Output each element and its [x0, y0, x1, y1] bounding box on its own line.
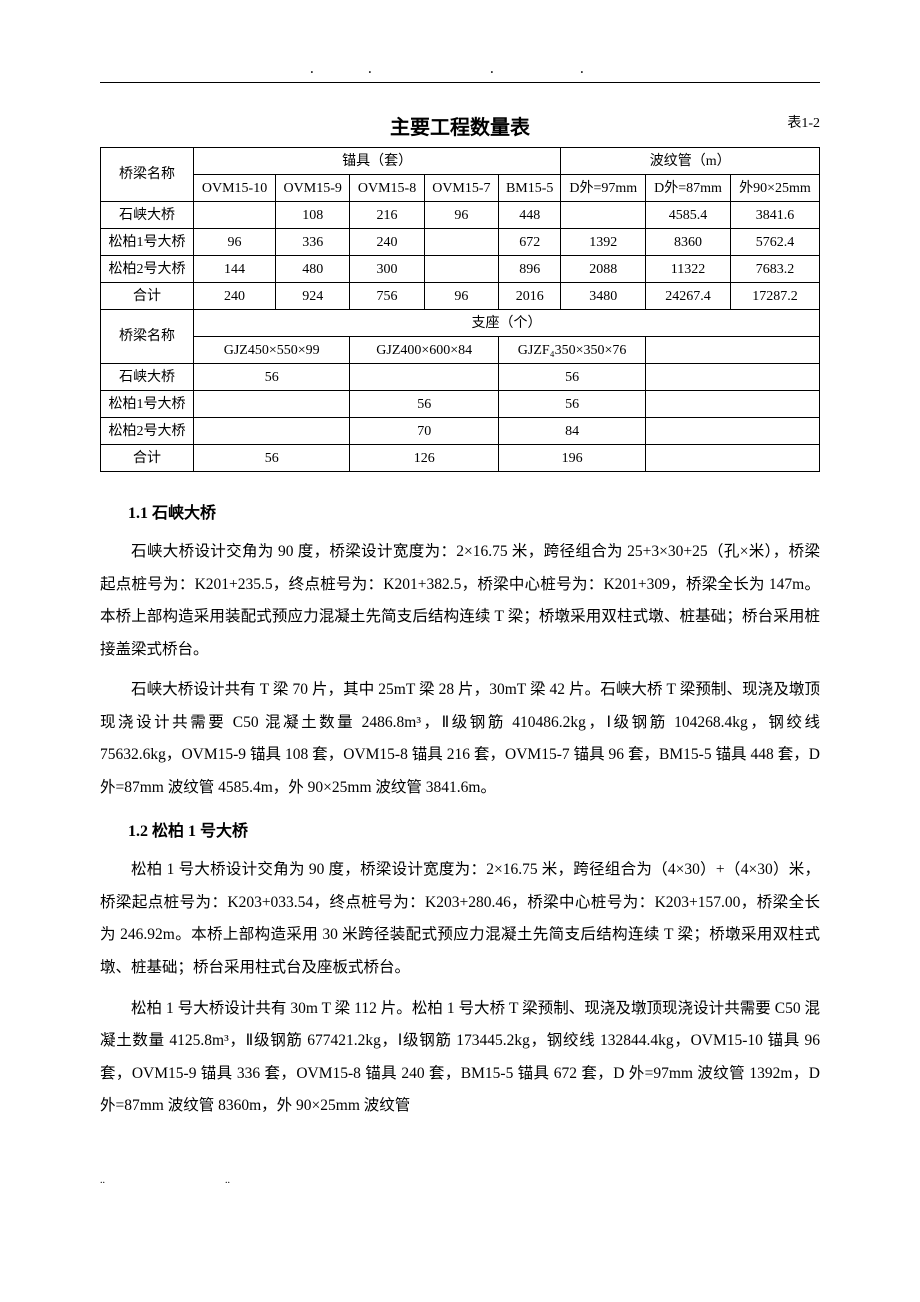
table-header-row-1: 桥梁名称 锚具（套） 波纹管（m）: [101, 148, 820, 175]
col-h: OVM15-8: [350, 175, 424, 202]
col-h: D外=87mm: [646, 175, 731, 202]
section-1-1-para-2: 石峡大桥设计共有 T 梁 70 片，其中 25mT 梁 28 片，30mT 梁 …: [100, 674, 820, 804]
table-row: 松柏1号大桥5656: [101, 391, 820, 418]
section-1-1-para-1: 石峡大桥设计交角为 90 度，桥梁设计宽度为：2×16.75 米，跨径组合为 2…: [100, 536, 820, 666]
section-1-1-heading: 1.1 石峡大桥: [128, 502, 820, 526]
table-title-row: 主要工程数量表 表1-2: [100, 113, 820, 143]
section-1-2-para-2: 松柏 1 号大桥设计共有 30m T 梁 112 片。松柏 1 号大桥 T 梁预…: [100, 993, 820, 1123]
table-row: 石峡大桥5656: [101, 364, 820, 391]
group-corrugated: 波纹管（m）: [561, 148, 820, 175]
table-row: 石峡大桥108216964484585.43841.6: [101, 202, 820, 229]
table-header-row-2: OVM15-10 OVM15-9 OVM15-8 OVM15-7 BM15-5 …: [101, 175, 820, 202]
col-h: 外90×25mm: [730, 175, 819, 202]
group-anchor: 锚具（套）: [194, 148, 561, 175]
col-h: D外=97mm: [561, 175, 646, 202]
table-row-total: 合计56126196: [101, 445, 820, 472]
table-row-total: 合计240924756962016348024267.417287.2: [101, 283, 820, 310]
group-bearing: 支座（个）: [194, 310, 820, 337]
table-number: 表1-2: [787, 113, 820, 134]
table-title: 主要工程数量表: [390, 113, 530, 143]
col-name: 桥梁名称: [101, 148, 194, 202]
col-h: OVM15-10: [194, 175, 276, 202]
table-row: 松柏2号大桥7084: [101, 418, 820, 445]
footer-dots: ....: [100, 1173, 820, 1188]
col-h: OVM15-9: [276, 175, 350, 202]
header-dots: ． ． ． ．: [100, 60, 820, 78]
table-row: 松柏1号大桥96336240672139283605762.4: [101, 229, 820, 256]
col-h2-empty: [646, 337, 820, 364]
col-h: BM15-5: [499, 175, 561, 202]
col-h2: GJZF₄350×350×76: [499, 337, 646, 364]
table-row: 松柏2号大桥1444803008962088113227683.2: [101, 256, 820, 283]
col-h2: GJZ450×550×99: [194, 337, 350, 364]
quantity-table: 桥梁名称 锚具（套） 波纹管（m） OVM15-10 OVM15-9 OVM15…: [100, 147, 820, 472]
table-header-row-4: GJZ450×550×99 GJZ400×600×84 GJZF₄350×350…: [101, 337, 820, 364]
col-h2: GJZ400×600×84: [350, 337, 499, 364]
col-name-2: 桥梁名称: [101, 310, 194, 364]
header-rule: [100, 82, 820, 83]
section-1-2-heading: 1.2 松柏 1 号大桥: [128, 820, 820, 844]
section-1-2-para-1: 松柏 1 号大桥设计交角为 90 度，桥梁设计宽度为：2×16.75 米，跨径组…: [100, 854, 820, 984]
table-header-row-3: 桥梁名称 支座（个）: [101, 310, 820, 337]
col-h: OVM15-7: [424, 175, 498, 202]
